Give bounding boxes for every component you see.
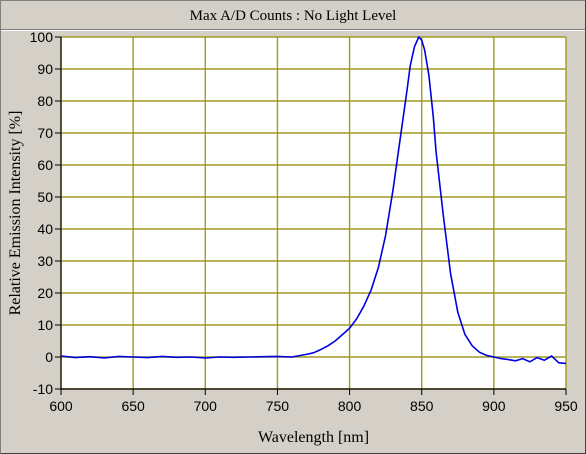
x-tick-labels: 600 650 700 750 800 850 900 950 [49, 398, 578, 414]
y-tick-label: 90 [37, 61, 53, 77]
y-tick-label: 60 [37, 157, 53, 173]
x-tick-label: 900 [482, 398, 506, 414]
x-tick-label: 950 [554, 398, 578, 414]
chart-title: Max A/D Counts : No Light Level [3, 3, 583, 27]
title-divider [1, 29, 585, 31]
axis-ticks [55, 36, 567, 395]
x-tick-label: 750 [266, 398, 290, 414]
x-tick-label: 700 [194, 398, 218, 414]
y-axis-title: Relative Emission Intensity [%] [7, 111, 24, 316]
y-tick-label: 80 [37, 93, 53, 109]
x-tick-label: 650 [121, 398, 145, 414]
y-tick-label: -10 [33, 381, 53, 397]
y-tick-label: 0 [45, 349, 53, 365]
x-tick-label: 850 [410, 398, 434, 414]
y-tick-label: 100 [30, 29, 54, 45]
y-tick-labels: -10 0 10 20 30 40 50 60 70 80 90 100 [30, 29, 54, 397]
x-tick-label: 800 [338, 398, 362, 414]
y-tick-label: 50 [37, 189, 53, 205]
y-tick-label: 10 [37, 317, 53, 333]
x-tick-label: 600 [49, 398, 73, 414]
y-tick-label: 30 [37, 253, 53, 269]
series-line [60, 36, 567, 365]
gridlines [60, 36, 567, 390]
y-tick-label: 40 [37, 221, 53, 237]
plot-area [61, 37, 566, 389]
y-tick-label: 70 [37, 125, 53, 141]
y-tick-label: 20 [37, 285, 53, 301]
x-axis-title: Wavelength [nm] [258, 429, 369, 446]
